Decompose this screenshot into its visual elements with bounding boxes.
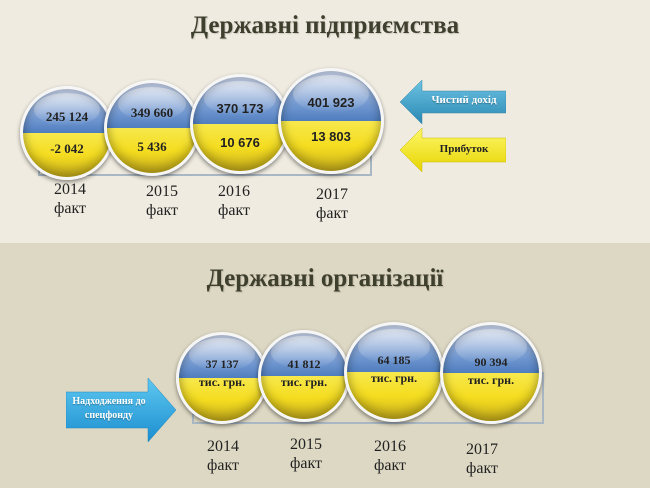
profit-value: 10 676: [220, 135, 260, 150]
fund-value: 41 812: [287, 357, 321, 371]
bubble-2014-organizations: 37 137 тис. грн.: [176, 332, 268, 424]
year-note: факт: [217, 202, 251, 219]
bubble-2016-enterprises: 370 173 10 676: [190, 74, 290, 174]
unit-label: тис. грн.: [370, 371, 418, 385]
year-note: факт: [145, 202, 179, 219]
profit-value: 5 436: [137, 139, 167, 154]
year: 2017: [466, 441, 498, 458]
bubble-2017-enterprises: 401 923 13 803: [278, 68, 384, 174]
profit-value: 13 803: [311, 129, 351, 144]
bubble-2017-organizations: 90 394 тис. грн.: [440, 322, 542, 424]
bubble-2014-enterprises: 245 124 -2 042: [20, 86, 114, 180]
bubble-2015-organizations: 41 812 тис. грн.: [258, 330, 350, 422]
special-fund-legend-label: Надходження до спецфонду: [66, 395, 152, 423]
right-arrow-icon: [65, 377, 177, 443]
legend-line: спецфонду: [84, 410, 134, 421]
year: 2015: [146, 183, 178, 200]
year-note: факт: [206, 457, 240, 474]
profit-legend-label: Прибуток: [439, 143, 489, 155]
year: 2016: [374, 438, 406, 455]
year: 2016: [218, 183, 250, 200]
special-fund-legend-arrow: Надходження до спецфонду: [65, 377, 177, 443]
profit-legend-arrow: Прибуток: [399, 127, 507, 173]
revenue-value: 401 923: [307, 95, 355, 110]
year-label-2014: 2014 факт: [193, 437, 253, 475]
year-note: факт: [465, 460, 499, 477]
year-label-2017: 2017 факт: [302, 185, 362, 223]
year: 2017: [316, 186, 348, 203]
enterprises-title: Державні підприємства: [190, 12, 460, 39]
revenue-value: 245 124: [45, 109, 89, 124]
year-label-2014: 2014 факт: [40, 180, 100, 218]
profit-value: -2 042: [50, 141, 84, 156]
legend-line: Надходження до: [72, 396, 146, 407]
year-label-2015: 2015 факт: [132, 182, 192, 220]
revenue-value: 370 173: [216, 101, 264, 116]
unit-label: тис. грн.: [467, 373, 515, 387]
year: 2014: [54, 181, 86, 198]
year-note: факт: [53, 200, 87, 217]
year-label-2016: 2016 факт: [204, 182, 264, 220]
unit-label: тис. грн.: [198, 375, 246, 389]
fund-value: 90 394: [474, 355, 508, 369]
revenue-value: 349 660: [130, 105, 174, 120]
unit-label: тис. грн.: [280, 375, 328, 389]
revenue-legend-arrow: Чистий дохід: [399, 79, 507, 125]
revenue-legend-label: Чистий дохід: [431, 94, 497, 106]
year-label-2017: 2017 факт: [452, 440, 512, 478]
year-note: факт: [373, 457, 407, 474]
year-note: факт: [289, 455, 323, 472]
bubble-2016-organizations: 64 185 тис. грн.: [344, 322, 444, 422]
year: 2014: [207, 438, 239, 455]
year: 2015: [290, 436, 322, 453]
fund-value: 64 185: [377, 353, 411, 367]
fund-value: 37 137: [205, 357, 239, 371]
bubble-2015-enterprises: 349 660 5 436: [104, 80, 200, 176]
year-label-2015: 2015 факт: [276, 435, 336, 473]
year-note: факт: [315, 205, 349, 222]
year-label-2016: 2016 факт: [360, 437, 420, 475]
organizations-title: Державні організації: [206, 265, 444, 292]
